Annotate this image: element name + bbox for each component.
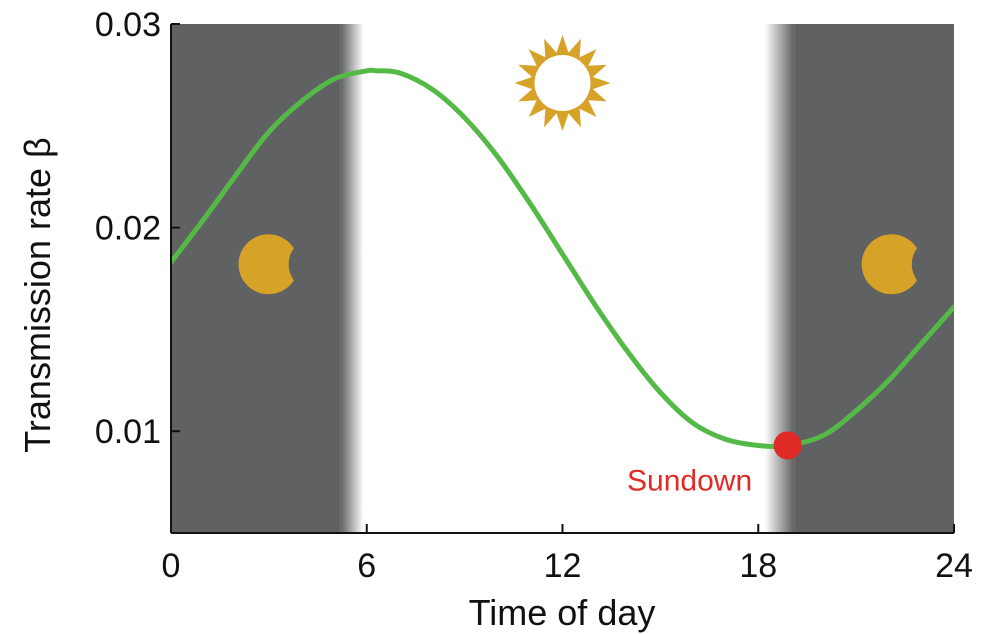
y-tick-label: 0.02 (95, 210, 161, 248)
x-tick-label: 18 (739, 547, 777, 585)
transmission-rate-line (171, 67, 954, 449)
x-tick-label: 0 (162, 547, 181, 585)
y-ticks: 0.01 0.02 0.03 (95, 6, 180, 451)
y-tick-label: 0.03 (95, 6, 161, 44)
moon-icon (238, 234, 294, 295)
moon-icon (861, 234, 918, 295)
x-tick-label: 12 (544, 547, 582, 585)
x-ticks: 0 6 12 18 24 (162, 524, 973, 585)
y-tick-label: 0.01 (95, 413, 161, 451)
x-axis-title: Time of day (469, 592, 656, 633)
sundown-label: Sundown (627, 464, 752, 497)
dusk-gradient (340, 24, 364, 533)
icon-layer (238, 35, 918, 295)
x-tick-label: 6 (357, 547, 376, 585)
plot-area: Sundown (171, 24, 954, 533)
sundown-marker (773, 431, 802, 460)
y-axis-title: Transmission rate β (17, 137, 58, 452)
sun-icon (514, 35, 611, 131)
x-tick-label: 24 (935, 547, 973, 585)
